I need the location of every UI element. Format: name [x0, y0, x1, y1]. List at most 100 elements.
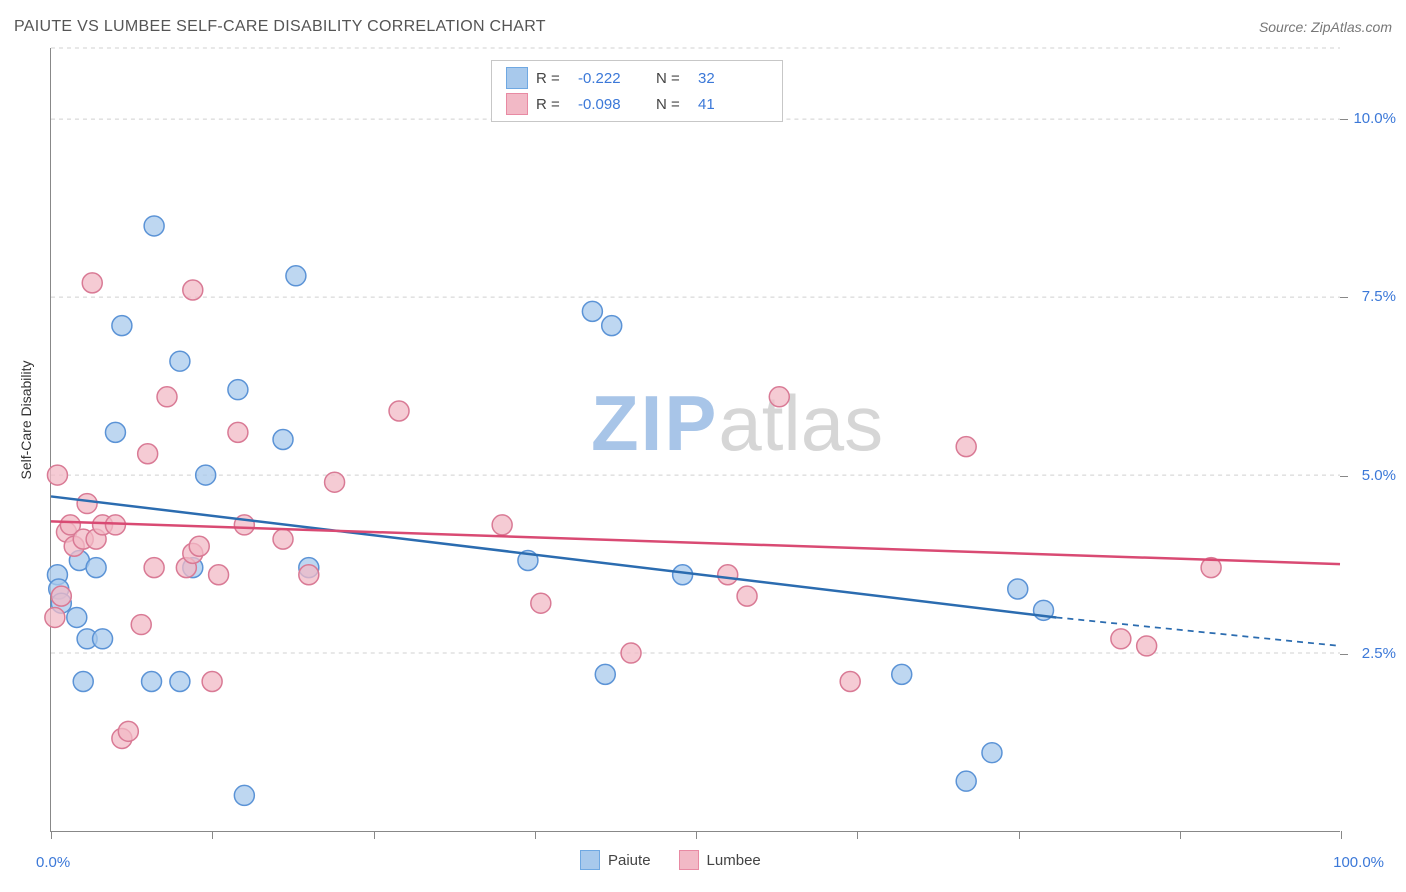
x-axis-tick	[1019, 831, 1020, 839]
y-axis-tick-label: 7.5%	[1362, 288, 1396, 305]
data-point	[118, 721, 138, 741]
r-value-paiute: -0.222	[578, 70, 648, 87]
plot-area: ZIPatlas R = -0.222 N = 32 R = -0.098 N …	[50, 48, 1340, 832]
data-point	[131, 615, 151, 635]
data-point	[144, 558, 164, 578]
y-axis-tick	[1340, 654, 1348, 655]
x-axis-tick	[1341, 831, 1342, 839]
header-row: PAIUTE VS LUMBEE SELF-CARE DISABILITY CO…	[14, 18, 1392, 36]
data-point	[47, 465, 67, 485]
plot-svg	[51, 48, 1340, 831]
stats-legend: R = -0.222 N = 32 R = -0.098 N = 41	[491, 60, 783, 122]
data-point	[228, 380, 248, 400]
series-legend-item-lumbee: Lumbee	[679, 850, 761, 870]
data-point	[956, 771, 976, 791]
chart-title: PAIUTE VS LUMBEE SELF-CARE DISABILITY CO…	[14, 18, 546, 36]
x-axis-min-label: 0.0%	[36, 854, 70, 871]
series-legend-item-paiute: Paiute	[580, 850, 651, 870]
y-axis-tick	[1340, 476, 1348, 477]
x-axis-tick	[374, 831, 375, 839]
data-point	[1008, 579, 1028, 599]
legend-swatch-paiute-bottom	[580, 850, 600, 870]
x-axis-max-label: 100.0%	[1333, 854, 1384, 871]
data-point	[73, 672, 93, 692]
data-point	[737, 586, 757, 606]
data-point	[82, 273, 102, 293]
data-point	[196, 465, 216, 485]
data-point	[1111, 629, 1131, 649]
data-point	[673, 565, 693, 585]
x-axis-tick	[535, 831, 536, 839]
data-point	[51, 586, 71, 606]
data-point	[273, 529, 293, 549]
x-axis-tick	[212, 831, 213, 839]
y-axis-tick-label: 5.0%	[1362, 467, 1396, 484]
stats-legend-row-paiute: R = -0.222 N = 32	[506, 67, 768, 89]
data-point	[325, 472, 345, 492]
data-point	[286, 266, 306, 286]
data-point	[170, 672, 190, 692]
data-point	[892, 664, 912, 684]
data-point	[67, 607, 87, 627]
data-point	[157, 387, 177, 407]
y-axis-tick	[1340, 119, 1348, 120]
data-point	[234, 785, 254, 805]
trend-line	[51, 521, 1340, 564]
data-point	[531, 593, 551, 613]
x-axis-tick	[1180, 831, 1181, 839]
x-axis-tick	[857, 831, 858, 839]
data-point	[718, 565, 738, 585]
data-point	[769, 387, 789, 407]
trend-line-extrapolated	[1056, 617, 1340, 645]
n-label: N =	[656, 70, 690, 87]
data-point	[138, 444, 158, 464]
y-axis-tick-label: 10.0%	[1353, 110, 1396, 127]
data-point	[956, 437, 976, 457]
data-point	[170, 351, 190, 371]
legend-swatch-paiute	[506, 67, 528, 89]
stats-legend-row-lumbee: R = -0.098 N = 41	[506, 93, 768, 115]
y-axis-tick	[1340, 297, 1348, 298]
x-axis-tick	[51, 831, 52, 839]
source-attribution: Source: ZipAtlas.com	[1259, 19, 1392, 35]
r-label: R =	[536, 96, 570, 113]
r-label: R =	[536, 70, 570, 87]
data-point	[86, 558, 106, 578]
data-point	[112, 316, 132, 336]
data-point	[621, 643, 641, 663]
data-point	[582, 301, 602, 321]
data-point	[299, 565, 319, 585]
legend-swatch-lumbee	[506, 93, 528, 115]
data-point	[189, 536, 209, 556]
data-point	[982, 743, 1002, 763]
y-axis-tick-label: 2.5%	[1362, 645, 1396, 662]
data-point	[144, 216, 164, 236]
chart-container: PAIUTE VS LUMBEE SELF-CARE DISABILITY CO…	[0, 0, 1406, 892]
data-point	[228, 422, 248, 442]
data-point	[273, 430, 293, 450]
y-axis-title: Self-Care Disability	[18, 360, 34, 479]
series-name-lumbee: Lumbee	[707, 852, 761, 869]
data-point	[602, 316, 622, 336]
data-point	[492, 515, 512, 535]
data-point	[840, 672, 860, 692]
series-legend: Paiute Lumbee	[580, 850, 761, 870]
data-point	[45, 607, 65, 627]
n-value-paiute: 32	[698, 70, 768, 87]
data-point	[105, 422, 125, 442]
n-value-lumbee: 41	[698, 96, 768, 113]
data-point	[389, 401, 409, 421]
data-point	[595, 664, 615, 684]
r-value-lumbee: -0.098	[578, 96, 648, 113]
data-point	[142, 672, 162, 692]
data-point	[77, 494, 97, 514]
series-name-paiute: Paiute	[608, 852, 651, 869]
data-point	[202, 672, 222, 692]
x-axis-tick	[696, 831, 697, 839]
data-point	[183, 280, 203, 300]
data-point	[93, 629, 113, 649]
legend-swatch-lumbee-bottom	[679, 850, 699, 870]
data-point	[1137, 636, 1157, 656]
n-label: N =	[656, 96, 690, 113]
data-point	[209, 565, 229, 585]
